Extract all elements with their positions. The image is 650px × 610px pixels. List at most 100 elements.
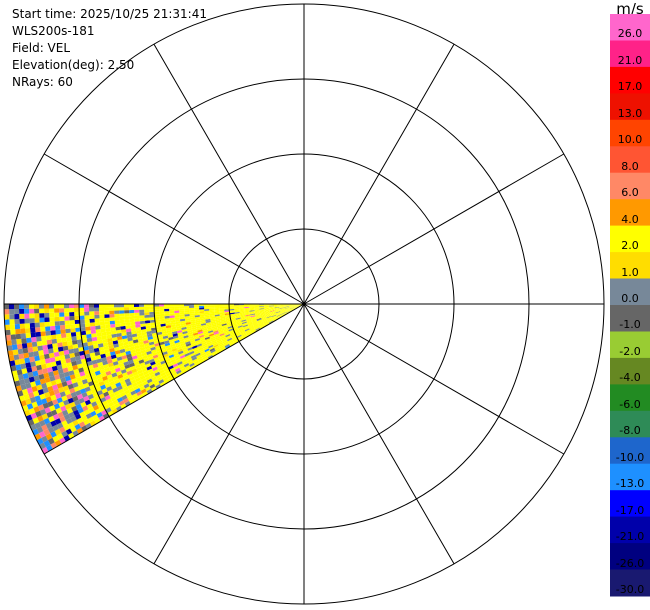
gate-cell <box>165 322 171 326</box>
gate-cell <box>262 318 267 321</box>
gate-cell <box>84 369 90 376</box>
gate-cell <box>46 339 53 345</box>
gate-cell <box>149 319 156 323</box>
gate-cell <box>83 346 89 351</box>
gate-cell <box>97 343 104 348</box>
gate-cell <box>284 306 290 308</box>
gate-cell <box>259 308 265 311</box>
gate-cell <box>236 333 242 337</box>
colorbar-swatch <box>610 437 650 465</box>
gate-cell <box>210 336 216 340</box>
gate-cell <box>150 322 156 326</box>
gate-cell <box>267 318 273 321</box>
gate-cell <box>192 347 199 351</box>
gate-cell <box>239 306 245 308</box>
gate-cell <box>269 305 275 307</box>
gate-cell <box>254 310 260 312</box>
gate-cell <box>225 334 231 338</box>
gate-cell <box>294 305 300 308</box>
gate-cell <box>105 324 111 329</box>
gate-cell <box>173 352 179 357</box>
gate-cell <box>187 329 193 333</box>
gate-cell <box>137 369 143 375</box>
gate-cell <box>84 311 90 316</box>
gate-cell <box>179 316 185 320</box>
gate-cell <box>109 347 115 353</box>
field-text: Field: VEL <box>12 41 71 55</box>
gate-cell <box>169 304 174 307</box>
gate-cell <box>87 381 94 387</box>
gate-cell <box>274 308 280 310</box>
gate-cell <box>209 316 216 319</box>
gate-cell <box>142 391 149 397</box>
colorbar-tick-label: 17.0 <box>617 80 643 94</box>
gate-cell <box>290 308 295 311</box>
gate-cell <box>223 342 229 347</box>
gate-cell <box>104 349 110 354</box>
gate-cell <box>50 420 57 427</box>
colorbar-tick-label: 6.0 <box>621 186 639 200</box>
gate-cell <box>185 354 191 359</box>
gate-cell <box>169 367 175 373</box>
gate-cell <box>34 308 40 314</box>
gate-cell <box>41 335 47 341</box>
gate-cell <box>139 385 146 391</box>
gate-cell <box>165 325 172 329</box>
gate-cell <box>164 369 171 375</box>
gate-cell <box>294 305 300 308</box>
gate-cell <box>43 417 51 425</box>
gate-cell <box>255 313 261 316</box>
gate-cell <box>31 365 38 372</box>
gate-cell <box>256 317 262 321</box>
gate-cell <box>191 343 197 347</box>
gate-cell <box>140 326 146 330</box>
colorbar-tick-label: -8.0 <box>619 424 641 438</box>
gate-cell <box>286 310 291 314</box>
gate-cell <box>164 306 170 309</box>
gate-cell <box>148 371 155 376</box>
gate-cell <box>154 359 161 364</box>
gate-cell <box>148 356 154 361</box>
gate-cell <box>139 317 145 322</box>
gate-cell <box>26 342 33 348</box>
gate-cell <box>152 366 158 372</box>
gate-cell <box>279 305 285 307</box>
gate-cell <box>112 340 119 345</box>
gate-cell <box>34 317 40 323</box>
gate-cell <box>154 342 160 347</box>
gate-cell <box>159 311 165 315</box>
gate-cell <box>142 334 148 339</box>
gate-cell <box>175 319 181 323</box>
gate-cell <box>184 304 189 307</box>
gate-cell <box>226 320 232 324</box>
gate-cell <box>191 325 197 328</box>
gate-cell <box>281 312 286 315</box>
gate-cell <box>119 348 126 354</box>
gate-cell <box>189 362 195 367</box>
gate-cell <box>170 369 176 375</box>
gate-cell <box>206 323 212 327</box>
gate-cell <box>205 320 211 324</box>
gate-cell <box>138 372 145 378</box>
gate-cell <box>193 360 199 365</box>
gate-cell <box>241 321 247 325</box>
gate-cell <box>269 310 275 312</box>
gate-cell <box>78 421 86 428</box>
gate-cell <box>215 348 221 353</box>
gate-cell <box>236 320 242 324</box>
gate-cell <box>241 319 247 322</box>
gate-cell <box>218 330 224 334</box>
gate-cell <box>45 326 51 332</box>
gate-cell <box>284 308 290 310</box>
gate-cell <box>124 389 131 395</box>
gate-cell <box>103 391 110 397</box>
gate-cell <box>214 308 220 311</box>
gate-cell <box>160 346 167 351</box>
gate-cell <box>270 312 276 315</box>
gate-cell <box>21 343 28 349</box>
gate-cell <box>48 352 55 359</box>
gate-cell <box>264 308 270 311</box>
gate-cell <box>122 372 128 377</box>
gate-cell <box>164 379 170 384</box>
gate-cell <box>41 435 48 443</box>
